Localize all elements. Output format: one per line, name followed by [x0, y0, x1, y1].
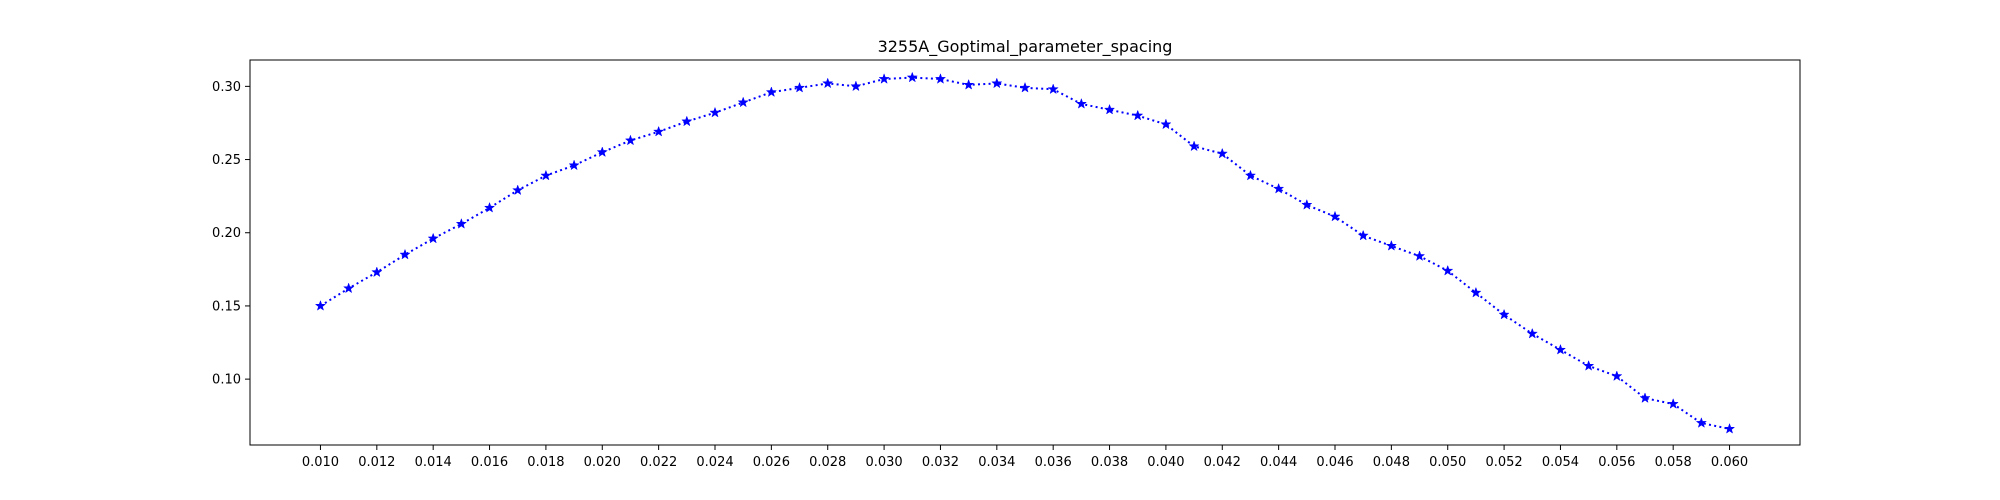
data-point-marker	[342, 282, 355, 294]
data-point-marker	[512, 184, 524, 196]
series-line	[319, 76, 1730, 430]
y-axis: 0.10 0.15 0.20 0.25 0.30	[212, 80, 250, 388]
data-point-marker	[1132, 109, 1144, 121]
data-point-marker	[1019, 81, 1031, 93]
x-tick-label: 0.054	[1542, 455, 1579, 470]
data-point-marker	[878, 73, 890, 84]
data-point-marker	[906, 71, 918, 83]
x-tick-label: 0.052	[1485, 455, 1522, 470]
data-point-marker	[1526, 327, 1538, 339]
data-point-marker	[1413, 250, 1426, 261]
data-point-marker	[1357, 229, 1369, 241]
x-tick-label: 0.034	[978, 455, 1015, 470]
y-tick-label: 0.30	[212, 80, 241, 95]
data-point-marker	[1695, 417, 1708, 428]
data-point-marker	[1385, 239, 1398, 251]
x-tick-label: 0.024	[696, 455, 733, 470]
data-point-marker	[1103, 103, 1116, 115]
data-point-marker	[1301, 198, 1313, 210]
y-tick-label: 0.25	[212, 153, 241, 168]
data-point-marker	[1244, 169, 1257, 181]
data-point-marker	[1554, 343, 1567, 355]
data-point-marker	[1470, 286, 1482, 298]
y-tick-label: 0.10	[212, 373, 241, 388]
data-point-marker	[737, 96, 749, 108]
x-tick-label: 0.014	[415, 455, 452, 470]
data-point-marker	[822, 77, 834, 89]
x-tick-label: 0.058	[1655, 455, 1692, 470]
data-point-marker	[1329, 210, 1341, 222]
data-point-marker	[1582, 359, 1595, 371]
x-tick-label: 0.060	[1711, 455, 1748, 470]
data-point-marker	[1667, 398, 1679, 409]
y-tick-label: 0.20	[212, 226, 241, 241]
data-point-marker	[568, 159, 580, 171]
data-point-marker	[652, 125, 665, 137]
data-point-marker	[765, 86, 778, 98]
data-point-marker	[1216, 147, 1228, 159]
data-point-marker	[624, 134, 637, 146]
y-tick-label: 0.15	[212, 299, 241, 314]
data-point-marker	[681, 115, 693, 127]
data-point-marker	[399, 248, 411, 260]
x-tick-label: 0.036	[1035, 455, 1072, 470]
data-point-marker	[1272, 182, 1285, 194]
data-point-marker	[1188, 140, 1200, 152]
x-tick-label: 0.046	[1316, 455, 1353, 470]
x-tick-label: 0.050	[1429, 455, 1466, 470]
data-point-marker	[793, 81, 806, 93]
data-point-marker	[850, 80, 862, 92]
data-point-marker	[962, 78, 975, 90]
data-point-marker	[709, 106, 721, 118]
data-point-marker	[1047, 83, 1059, 95]
data-point-marker	[540, 169, 552, 181]
x-tick-label: 0.020	[584, 455, 621, 470]
data-point-marker	[991, 77, 1003, 89]
data-point-marker	[1498, 308, 1510, 320]
x-tick-label: 0.026	[753, 455, 790, 470]
data-point-marker	[934, 73, 947, 84]
data-point-marker	[1723, 422, 1736, 434]
data-point-marker	[483, 201, 496, 213]
data-point-marker	[1639, 392, 1651, 403]
chart-title: 3255A_Goptimal_parameter_spacing	[878, 37, 1173, 57]
plot-area-frame	[249, 59, 1801, 446]
data-point-marker	[1075, 97, 1088, 109]
data-point-marker	[427, 232, 439, 244]
x-tick-label: 0.018	[527, 455, 564, 470]
x-tick-label: 0.042	[1204, 455, 1241, 470]
x-tick-label: 0.012	[358, 455, 395, 470]
x-tick-label: 0.048	[1373, 455, 1410, 470]
x-tick-label: 0.010	[302, 455, 339, 470]
x-tick-label: 0.028	[809, 455, 846, 470]
x-tick-label: 0.030	[865, 455, 902, 470]
x-tick-label: 0.032	[922, 455, 959, 470]
x-tick-label: 0.038	[1091, 455, 1128, 470]
x-axis: 0.010 0.012 0.014 0.016 0.018 0.020 0.022 0.024…	[302, 445, 1748, 470]
data-point-marker	[596, 146, 608, 158]
x-tick-label: 0.016	[471, 455, 508, 470]
x-tick-label: 0.056	[1598, 455, 1635, 470]
data-point-marker	[1160, 118, 1172, 130]
data-point-marker	[314, 299, 327, 311]
x-tick-label: 0.040	[1147, 455, 1184, 470]
data-point-marker	[1442, 264, 1454, 276]
x-tick-label: 0.022	[640, 455, 677, 470]
data-point-marker	[1611, 370, 1623, 382]
x-tick-label: 0.044	[1260, 455, 1297, 470]
data-point-marker	[455, 217, 468, 229]
data-point-marker	[371, 266, 383, 278]
series-layer	[314, 71, 1736, 434]
